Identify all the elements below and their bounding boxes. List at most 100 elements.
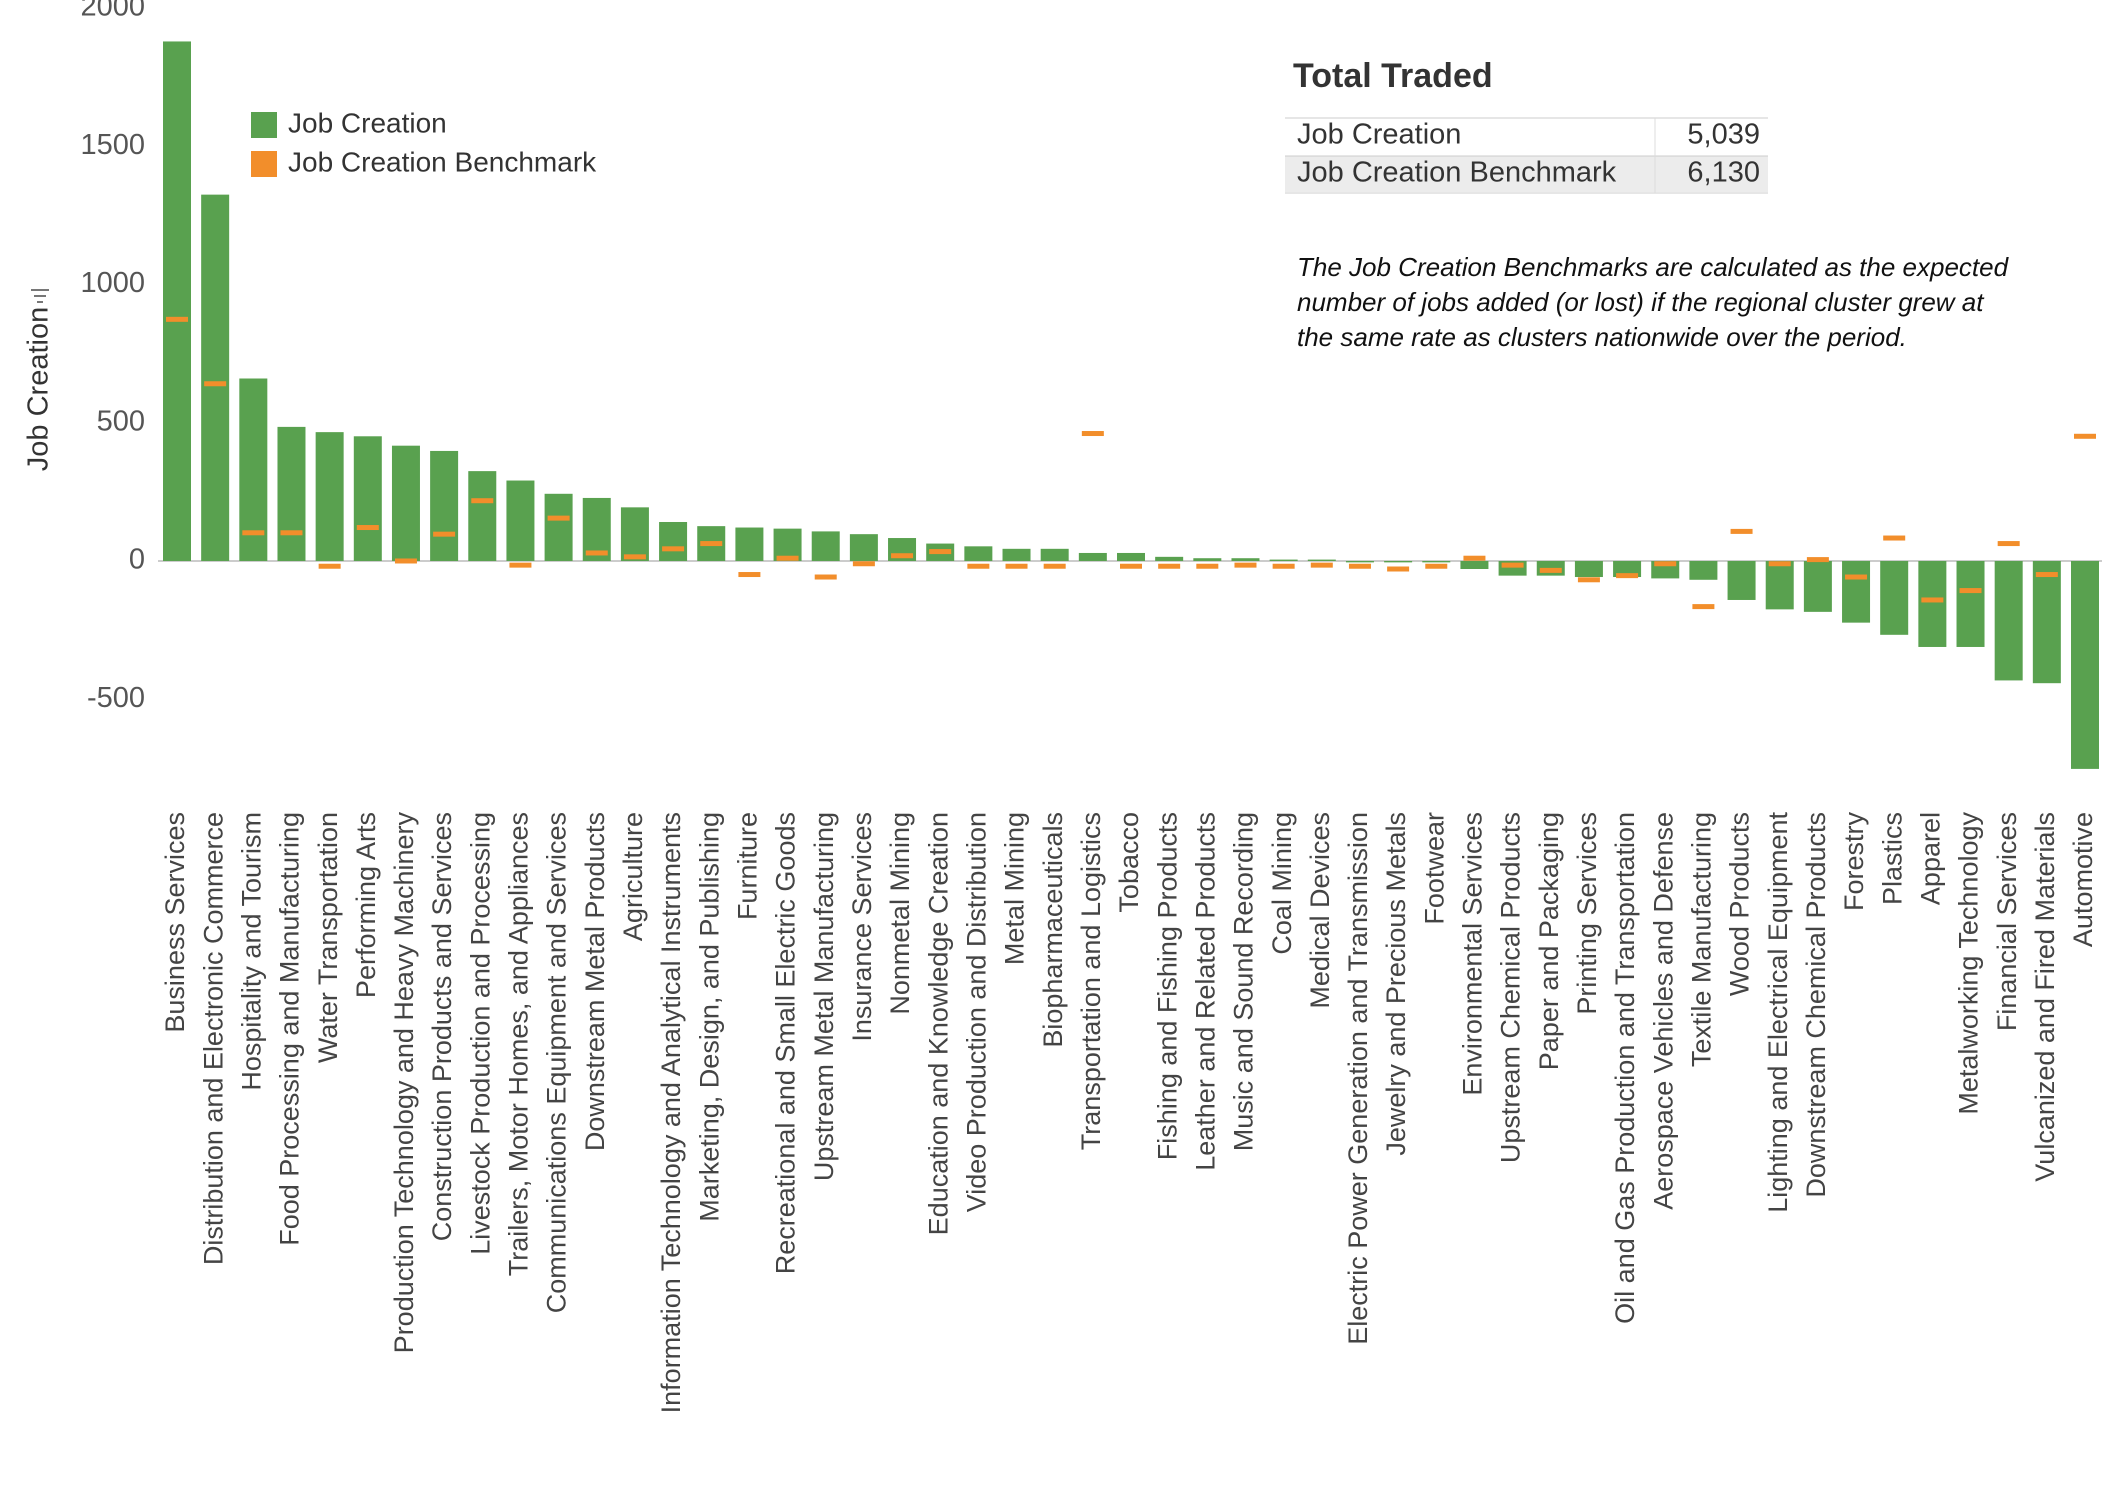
- benchmark-marker: [1501, 562, 1524, 568]
- benchmark-marker: [1959, 588, 1982, 594]
- x-tick-label: Music and Sound Recording: [1229, 812, 1259, 1151]
- benchmark-marker: [318, 563, 341, 569]
- bar: [2071, 560, 2099, 769]
- bar: [1117, 552, 1145, 561]
- x-tick-label: Environmental Services: [1458, 812, 1488, 1096]
- bar: [1956, 560, 1985, 647]
- bar: [2032, 560, 2061, 684]
- x-tick-label: Upstream Chemical Products: [1496, 812, 1526, 1163]
- benchmark-marker: [394, 558, 417, 564]
- bar: [1002, 548, 1031, 561]
- x-tick-label: Financial Services: [1992, 812, 2022, 1031]
- x-tick-label: Apparel: [1915, 812, 1945, 905]
- bar: [1422, 560, 1451, 563]
- benchmark-marker: [166, 316, 188, 322]
- x-tick-label: Transportation and Logistics: [1076, 812, 1106, 1150]
- benchmark-marker: [814, 574, 837, 580]
- note-line: the same rate as clusters nationwide ove…: [1297, 322, 1907, 352]
- benchmark-marker: [1463, 555, 1486, 561]
- x-tick-label: Marketing, Design, and Publishing: [694, 812, 724, 1222]
- benchmark-marker: [1768, 561, 1791, 567]
- benchmark-marker: [776, 555, 799, 561]
- x-tick-label: Aerospace Vehicles and Defense: [1648, 812, 1678, 1210]
- bar: [1384, 560, 1413, 563]
- x-tick-label: Furniture: [733, 812, 763, 920]
- bar: [315, 432, 344, 561]
- bar: [1193, 558, 1222, 561]
- benchmark-marker: [1081, 431, 1104, 437]
- x-tick-label: Communications Equipment and Services: [542, 812, 572, 1313]
- x-tick-label: Coal Mining: [1267, 812, 1297, 955]
- x-tick-label: Oil and Gas Production and Transportatio…: [1610, 812, 1640, 1324]
- y-tick-label: 500: [97, 405, 145, 437]
- x-tick-label: Medical Devices: [1305, 812, 1335, 1009]
- bar: [620, 507, 649, 561]
- bar: [277, 426, 306, 561]
- benchmark-marker: [1921, 597, 1944, 603]
- y-tick-label: -500: [87, 682, 145, 714]
- benchmark-marker: [585, 550, 608, 556]
- x-tick-label: Textile Manufacturing: [1687, 812, 1717, 1067]
- bar: [1574, 560, 1603, 578]
- x-tick-label: Education and Knowledge Creation: [923, 812, 953, 1235]
- legend-swatch: [251, 151, 277, 177]
- bar: [811, 531, 840, 561]
- x-tick-label: Electric Power Generation and Transmissi…: [1343, 812, 1373, 1345]
- x-tick-label: Downstream Chemical Products: [1801, 812, 1831, 1198]
- bar: [1765, 560, 1794, 610]
- bar: [1918, 560, 1947, 647]
- table-cell: Job Creation Benchmark: [1297, 157, 1617, 189]
- benchmark-marker: [1272, 563, 1295, 569]
- bar: [1460, 560, 1489, 570]
- x-tick-label: Printing Services: [1572, 812, 1602, 1015]
- benchmark-marker: [2035, 572, 2058, 578]
- x-tick-label: Fishing and Fishing Products: [1152, 812, 1182, 1160]
- benchmark-marker: [1654, 561, 1677, 567]
- y-tick-label: 0: [129, 544, 145, 576]
- x-tick-label: Upstream Metal Manufacturing: [809, 812, 839, 1181]
- benchmark-marker: [1577, 577, 1600, 583]
- bar: [735, 527, 764, 561]
- benchmark-marker: [1883, 535, 1906, 541]
- bar: [1727, 560, 1756, 600]
- x-tick-label: Water Transportation: [313, 812, 343, 1063]
- bar: [430, 450, 459, 561]
- table-row-shade: [1285, 156, 1768, 192]
- benchmark-marker: [547, 515, 570, 521]
- bar: [506, 480, 535, 561]
- benchmark-marker: [662, 546, 685, 552]
- benchmark-marker: [1310, 562, 1333, 568]
- x-tick-label: Hospitality and Tourism: [236, 812, 266, 1091]
- legend-label: Job Creation: [288, 107, 447, 138]
- bar: [1345, 560, 1374, 563]
- bar: [1842, 560, 1871, 623]
- note-line: The Job Creation Benchmarks are calculat…: [1297, 252, 2010, 282]
- table-title: Total Traded: [1293, 57, 1493, 95]
- x-tick-label: Insurance Services: [847, 812, 877, 1042]
- benchmark-marker: [2074, 433, 2096, 439]
- bar: [163, 41, 191, 561]
- x-tick-label: Tobacco: [1114, 812, 1144, 913]
- x-tick-label: Video Production and Distribution: [961, 812, 991, 1212]
- benchmark-marker: [1120, 563, 1142, 569]
- x-tick-label: Footwear: [1419, 812, 1449, 925]
- x-tick-label: Nonmetal Mining: [885, 812, 915, 1015]
- benchmark-marker: [1158, 563, 1181, 569]
- bar: [201, 194, 230, 561]
- benchmark-marker: [929, 549, 952, 555]
- benchmark-marker: [1616, 573, 1639, 579]
- benchmark-marker: [891, 553, 914, 559]
- x-tick-label: Lighting and Electrical Equipment: [1763, 812, 1793, 1213]
- benchmark-marker: [433, 531, 456, 537]
- benchmark-marker: [1234, 562, 1257, 568]
- bar: [1803, 560, 1832, 612]
- x-tick-label: Paper and Packaging: [1534, 812, 1564, 1070]
- y-tick-label: 2000: [80, 0, 145, 23]
- bar: [659, 521, 688, 561]
- benchmark-marker: [1005, 563, 1028, 569]
- benchmark-marker: [1425, 563, 1448, 569]
- benchmark-marker: [356, 525, 379, 531]
- x-tick-label: Automotive: [2068, 812, 2098, 947]
- x-tick-label: Wood Products: [1725, 812, 1755, 996]
